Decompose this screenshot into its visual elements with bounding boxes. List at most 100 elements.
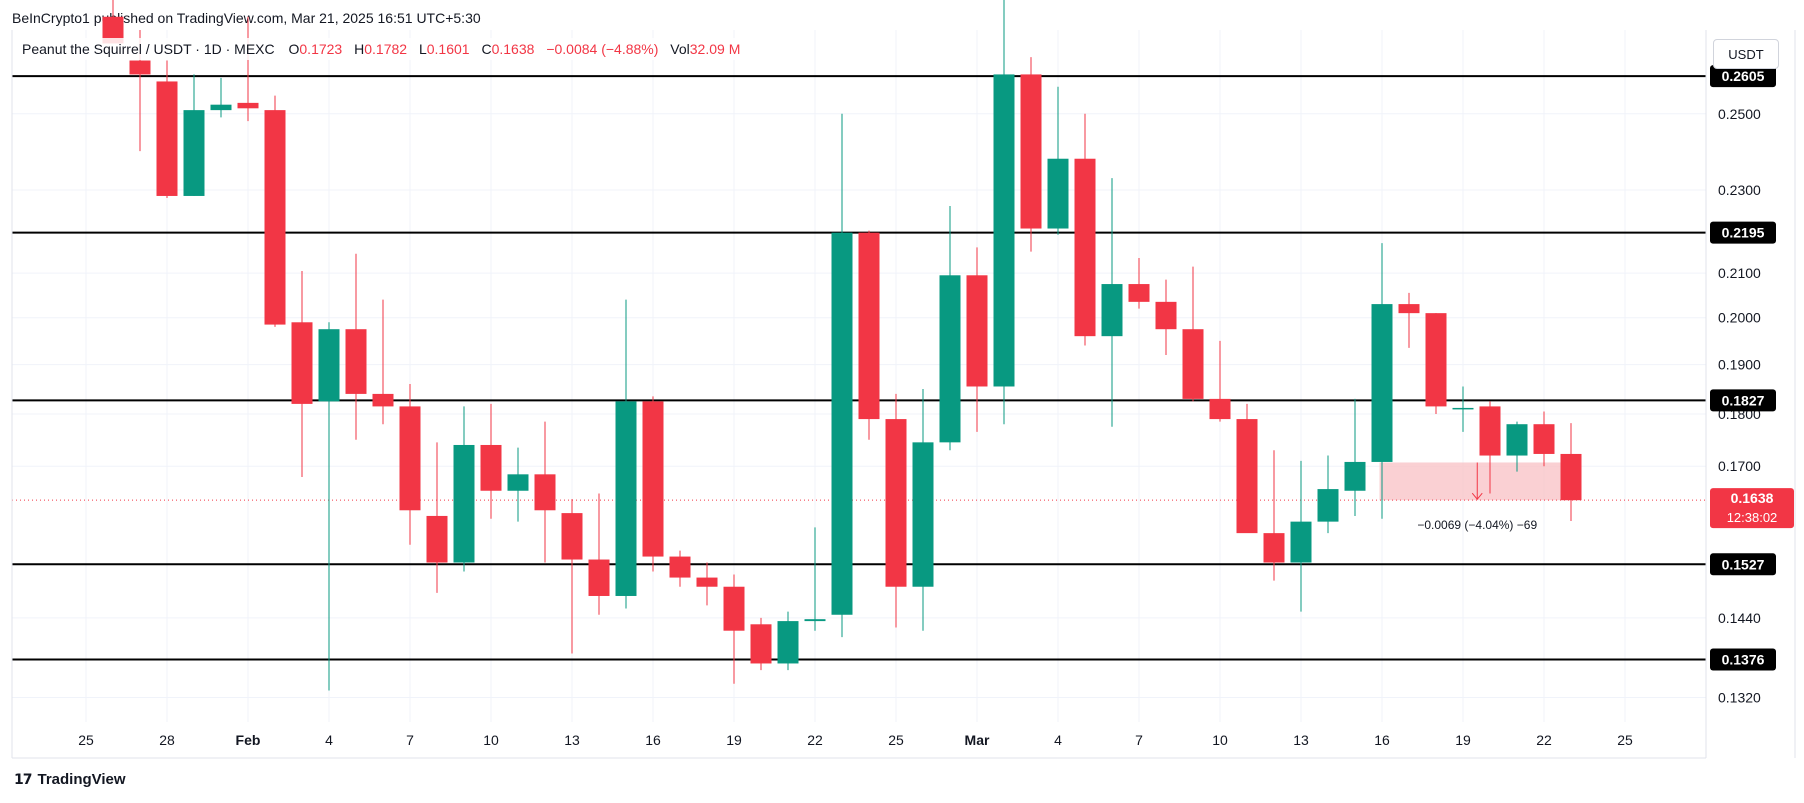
y-tick-label: 0.1700	[1718, 458, 1761, 474]
candle	[237, 16, 259, 122]
candle	[1263, 450, 1285, 581]
candle	[426, 442, 448, 593]
level-tag-label: 0.1827	[1722, 392, 1765, 408]
candle	[777, 611, 799, 671]
y-tick-label: 0.1900	[1718, 357, 1761, 373]
candle-body	[183, 110, 205, 196]
candle	[966, 247, 988, 432]
y-axis-ticks: 0.25000.23000.21000.20000.19000.18000.17…	[1718, 106, 1761, 706]
candle-body	[1479, 406, 1501, 456]
candle	[1101, 178, 1123, 427]
legend-volume-label: Vol	[670, 41, 689, 57]
measurement-arrow	[1471, 462, 1483, 500]
candle-body	[1047, 158, 1069, 229]
candle-body	[696, 577, 718, 587]
candle	[1182, 266, 1204, 402]
candle	[1371, 243, 1393, 519]
candle-body	[561, 513, 583, 560]
candle-body	[102, 16, 124, 44]
price-axis-frame	[11, 30, 1796, 759]
y-tick-label: 0.2100	[1718, 265, 1761, 281]
candle-body	[372, 393, 394, 407]
candle-body	[1317, 489, 1339, 522]
publish-header: BeInCrypto1 published on TradingView.com…	[12, 10, 481, 26]
candle-body	[1398, 304, 1420, 314]
currency-button[interactable]: USDT	[1713, 39, 1779, 69]
candles	[102, 0, 1582, 691]
candle-body	[615, 401, 637, 596]
candle	[723, 574, 745, 684]
x-tick-label: 25	[888, 732, 904, 748]
candle	[507, 447, 529, 522]
candle	[291, 270, 313, 478]
y-tick-label: 0.2500	[1718, 106, 1761, 122]
candle-body	[912, 442, 934, 587]
candle	[1128, 258, 1150, 309]
candle	[642, 396, 664, 572]
candle	[534, 421, 556, 563]
candle	[1398, 292, 1420, 348]
candle-body	[858, 232, 880, 420]
candle	[561, 499, 583, 654]
candle	[750, 617, 772, 671]
candle-body	[156, 81, 178, 196]
candle	[1209, 340, 1231, 422]
candle	[804, 527, 826, 631]
candle	[183, 74, 205, 196]
last-price-value: 0.1638	[1731, 490, 1774, 506]
candle-body	[399, 406, 421, 511]
candle	[264, 95, 286, 327]
candle	[1560, 423, 1582, 522]
candle	[1074, 113, 1096, 346]
candle-body	[1128, 284, 1150, 302]
legend-high-label: H	[354, 41, 364, 57]
candle-body	[1533, 424, 1555, 454]
level-tag-label: 0.1527	[1722, 556, 1765, 572]
x-tick-label: 19	[726, 732, 742, 748]
candle	[831, 113, 853, 638]
level-tag-bg	[1710, 65, 1776, 88]
candle-body	[993, 74, 1015, 387]
candle-body	[966, 275, 988, 387]
candle	[588, 493, 610, 615]
level-tag-bg	[1710, 553, 1776, 576]
candle-body	[453, 444, 475, 563]
candle	[1533, 411, 1555, 467]
candle-body	[777, 621, 799, 664]
candle	[696, 562, 718, 606]
candle-body	[1452, 407, 1474, 410]
x-tick-label: 25	[78, 732, 94, 748]
candle-body	[264, 110, 286, 325]
symbol-legend: Peanut the Squirrel / USDT · 1D · MEXC O…	[14, 38, 749, 60]
x-tick-label: 16	[1374, 732, 1390, 748]
y-tick-label: 0.1440	[1718, 610, 1761, 626]
candle	[480, 403, 502, 519]
level-tag-label: 0.2605	[1722, 68, 1765, 84]
candle-body	[588, 559, 610, 596]
candle-body	[1020, 74, 1042, 229]
x-tick-label: 13	[564, 732, 580, 748]
measurement-label: −0.0069 (−4.04%) −69	[1417, 518, 1537, 532]
x-tick-label: 19	[1455, 732, 1471, 748]
candle-body	[723, 586, 745, 631]
candle	[156, 60, 178, 198]
candle	[372, 299, 394, 425]
candle	[669, 550, 691, 587]
candle	[399, 384, 421, 545]
candle	[939, 206, 961, 451]
svg-text:Peanut the Squirrel / USDT · 1: Peanut the Squirrel / USDT · 1D · MEXC O…	[22, 41, 740, 57]
level-tag-label: 0.2195	[1722, 225, 1765, 241]
tradingview-logo[interactable]: 17 TradingView	[14, 771, 126, 788]
x-tick-label: 28	[159, 732, 175, 748]
candle	[993, 0, 1015, 425]
candle-body	[750, 624, 772, 664]
candle-body	[534, 474, 556, 511]
legend-symbol: Peanut the Squirrel / USDT · 1D · MEXC	[22, 41, 275, 57]
candle	[1047, 86, 1069, 235]
candle	[345, 253, 367, 440]
last-price-tag-bg	[1710, 488, 1794, 529]
candle	[912, 388, 934, 631]
candle	[210, 77, 232, 118]
candle-body	[1236, 419, 1258, 534]
